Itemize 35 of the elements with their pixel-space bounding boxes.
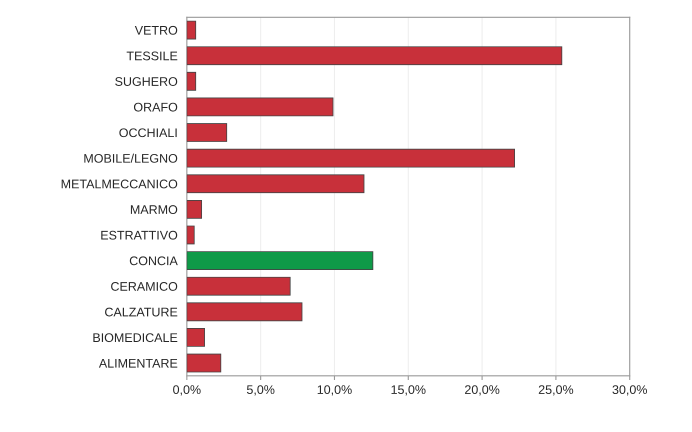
bar [186, 302, 302, 322]
bar [186, 276, 291, 296]
y-tick-label: CERAMICO [111, 282, 178, 291]
y-tick-label: BIOMEDICALE [93, 333, 178, 342]
bar [186, 98, 334, 116]
x-tick-label: 25,0% [538, 385, 574, 396]
y-tick-label: ESTRATTIVO [101, 230, 178, 240]
y-tick-label: MARMO [130, 205, 178, 214]
x-tick-label: 5,0% [246, 385, 274, 396]
bar [186, 148, 515, 168]
y-tick-label: TESSILE [126, 52, 178, 60]
x-tick-label: 10,0% [318, 385, 352, 396]
y-tick-label: SUGHERO [115, 77, 178, 86]
x-tick-label: 20,0% [465, 385, 500, 396]
x-tick-label: 15,0% [392, 385, 426, 396]
y-tick-label: CONCIA [130, 256, 178, 266]
bar [186, 123, 228, 142]
y-tick-label: VETRO [134, 26, 178, 35]
bar [186, 200, 202, 219]
bar [186, 226, 195, 244]
x-tick-label: 0,0% [173, 385, 201, 396]
y-tick-label: MOBILE/LEGNO [84, 154, 178, 163]
y-tick-label: METALMECCANICO [62, 180, 178, 188]
bar [186, 251, 374, 270]
bar [186, 354, 222, 372]
y-tick-label: CALZATURE [105, 308, 178, 316]
bar [186, 46, 562, 66]
y-tick-label: OCCHIALI [119, 128, 177, 138]
bar [186, 328, 205, 347]
x-tick-label: 30,0% [612, 385, 647, 396]
bar [186, 20, 196, 40]
bar [186, 72, 196, 91]
y-tick-label: ALIMENTARE [98, 358, 178, 368]
bar [186, 174, 364, 194]
y-tick-label: ORAFO [134, 102, 178, 112]
